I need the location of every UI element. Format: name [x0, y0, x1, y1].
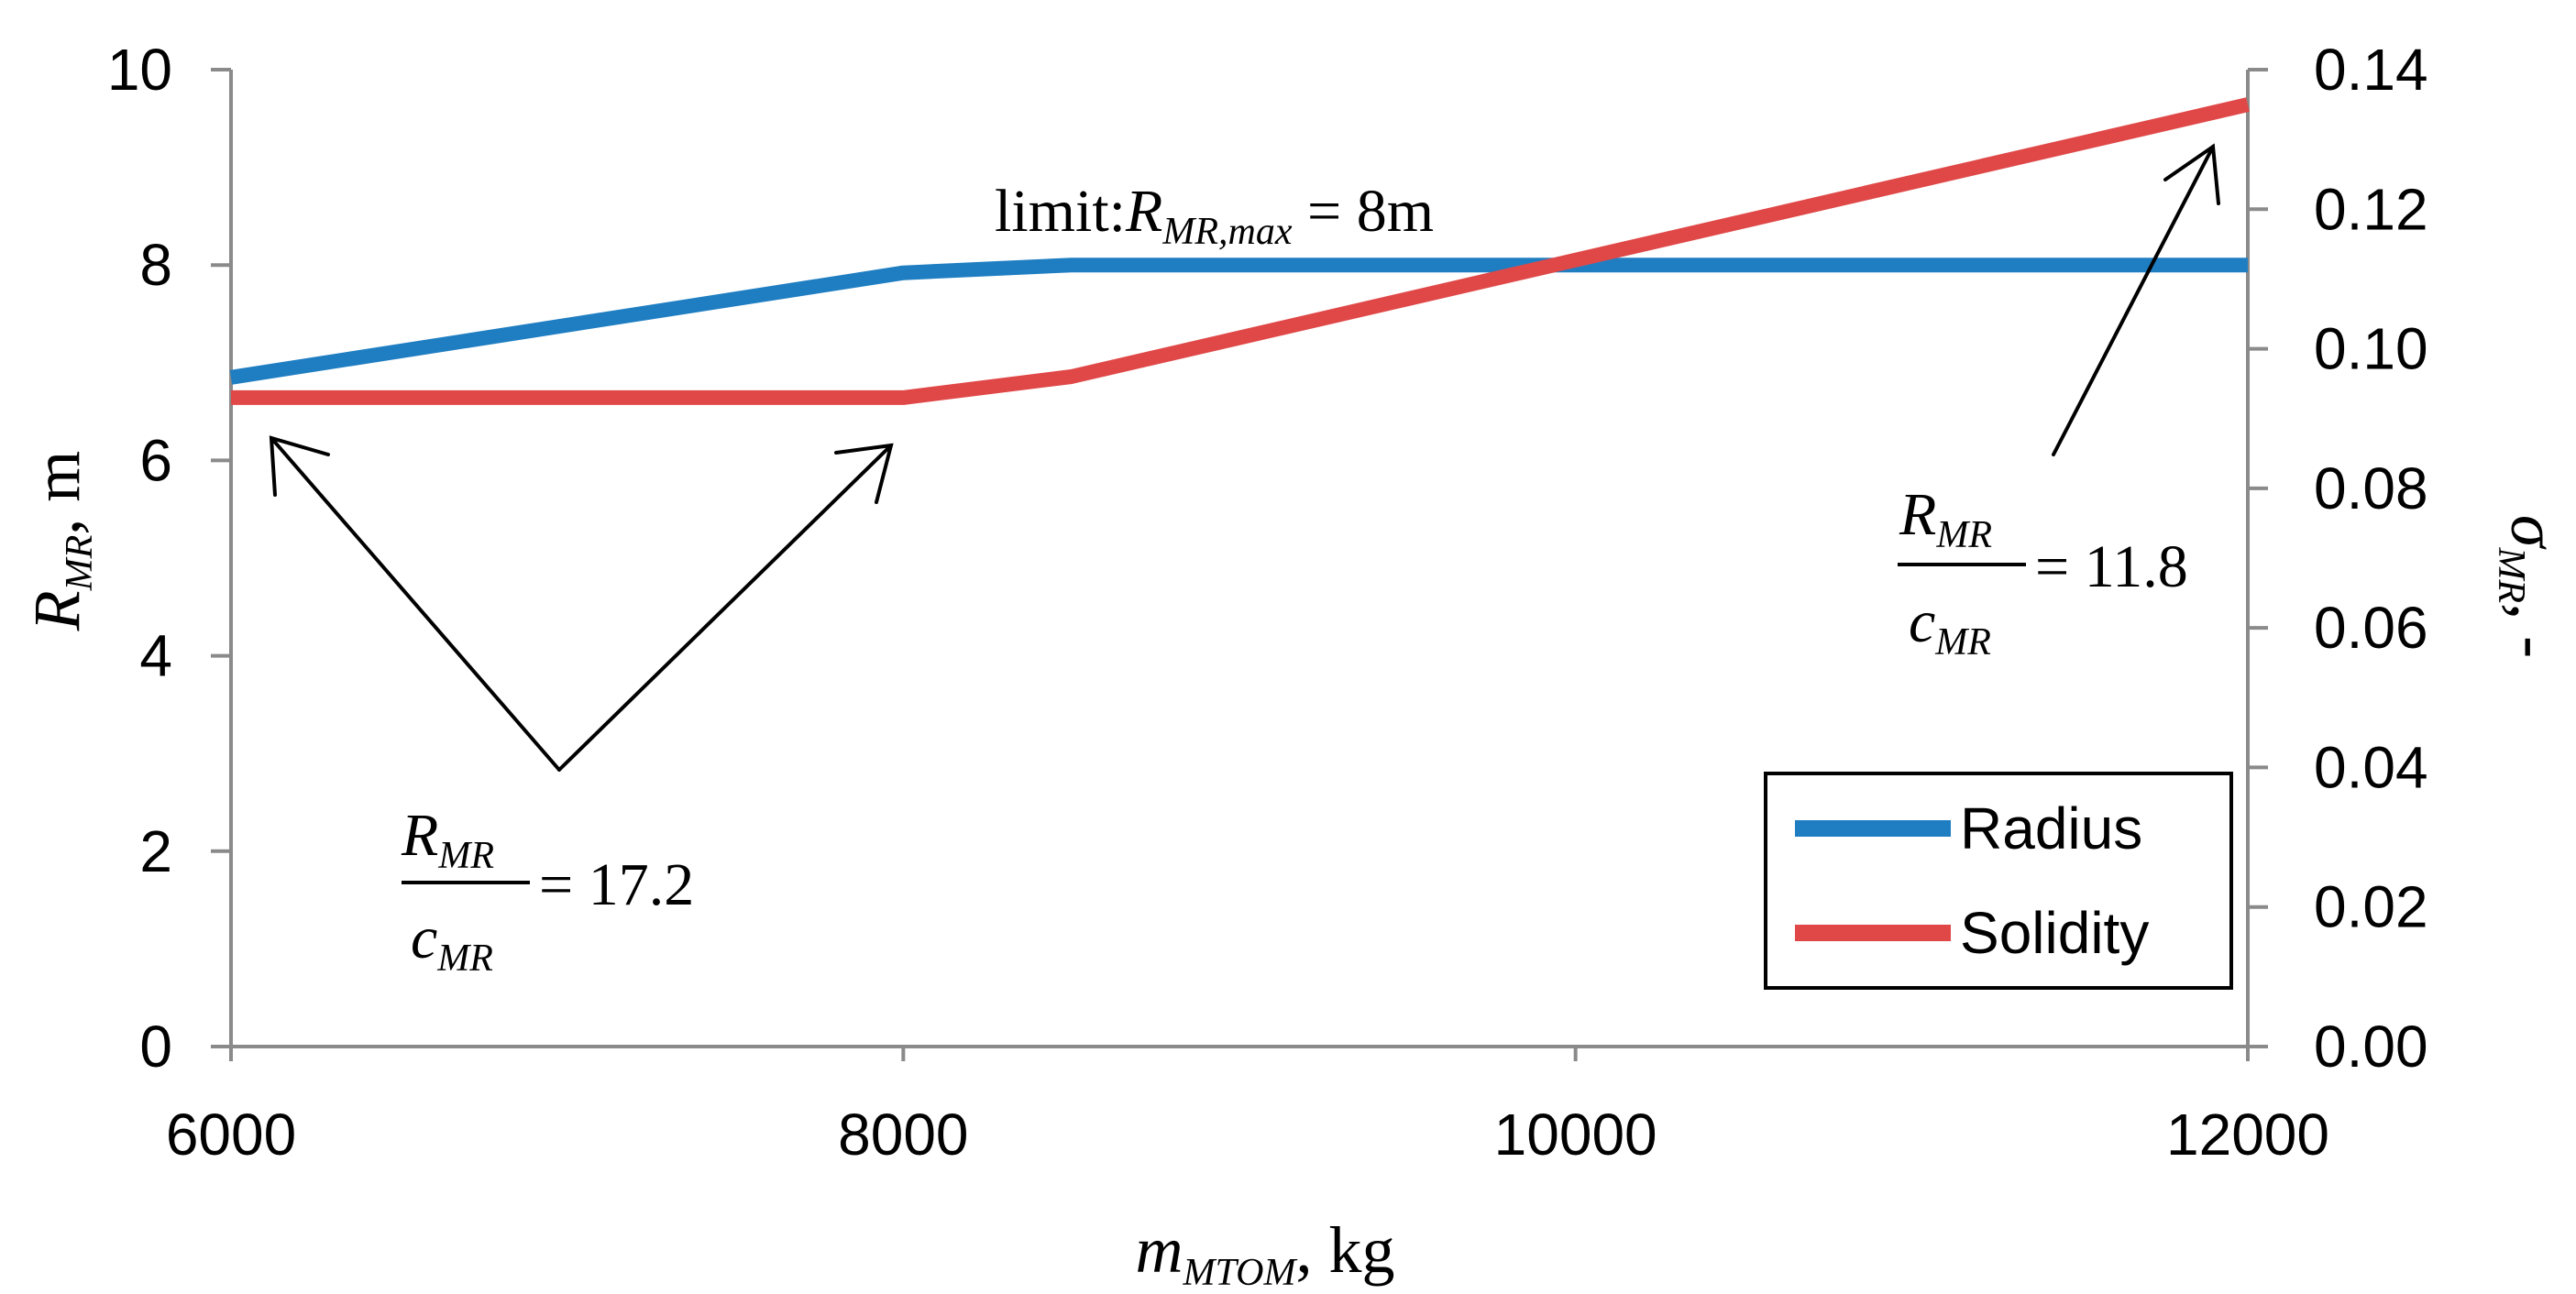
y-right-tick-label: 0.14 — [2314, 37, 2428, 103]
tick-labels: 6000 8000 10000 12000 0 2 4 6 8 10 0.00 0.02 0.04 0.0… — [107, 37, 2428, 1168]
y-right-tick-label: 0.00 — [2314, 1014, 2428, 1080]
svg-text:= 11.8: = 11.8 — [2035, 533, 2188, 600]
y-right-tick-label: 0.10 — [2314, 316, 2428, 382]
svg-text:= 17.2: = 17.2 — [539, 851, 694, 918]
series-line-radius — [229, 258, 2248, 385]
y-left-tick-label: 2 — [139, 818, 172, 884]
x-tick-label: 10000 — [1494, 1102, 1657, 1168]
y-right-tick-label: 0.04 — [2314, 734, 2428, 800]
annotation-ratio-high: RMR cMR = 11.8 — [1898, 481, 2188, 663]
y-left-tick-label: 6 — [139, 427, 172, 493]
y-right-tick-label: 0.06 — [2314, 595, 2428, 661]
plot-area — [211, 68, 2268, 1061]
x-tick-label: 8000 — [838, 1102, 968, 1168]
y-left-axis-title: RMR, m — [20, 451, 101, 632]
svg-text:RMR: RMR — [401, 802, 494, 877]
y-left-tick-label: 8 — [139, 232, 172, 298]
legend-label-solidity: Solidity — [1960, 900, 2149, 966]
legend-label-radius: Radius — [1960, 795, 2142, 861]
series-lines — [229, 97, 2250, 405]
y-left-tick-label: 4 — [139, 623, 172, 689]
svg-text:RMR: RMR — [1899, 481, 1992, 556]
annotation-radius-limit: limit:RMR,max = 8m — [995, 178, 1434, 253]
y-left-tick-label: 10 — [107, 37, 172, 103]
svg-text:cMR: cMR — [411, 905, 493, 980]
y-left-tick-label: 0 — [139, 1014, 172, 1080]
arrow-to-8000 — [557, 444, 893, 772]
x-axis-title: mMTOM, kg — [1136, 1213, 1395, 1294]
annotation-arrows — [269, 143, 2220, 772]
y-right-axis-title: σMR, - — [2490, 515, 2570, 658]
series-line-solidity — [231, 97, 2250, 405]
y-right-tick-label: 0.08 — [2314, 455, 2428, 521]
svg-text:cMR: cMR — [1909, 588, 1991, 663]
arrow-to-12000 — [2052, 145, 2215, 456]
annotation-ratio-low: RMR cMR = 17.2 — [401, 802, 694, 980]
y-right-tick-label: 0.02 — [2314, 874, 2428, 940]
legend: Radius Solidity — [1764, 772, 2233, 990]
x-tick-label: 6000 — [166, 1102, 296, 1168]
arrow-to-6000 — [270, 436, 561, 772]
x-tick-label: 12000 — [2166, 1102, 2329, 1168]
legend-box — [1764, 772, 2233, 990]
y-right-tick-label: 0.12 — [2314, 176, 2428, 242]
